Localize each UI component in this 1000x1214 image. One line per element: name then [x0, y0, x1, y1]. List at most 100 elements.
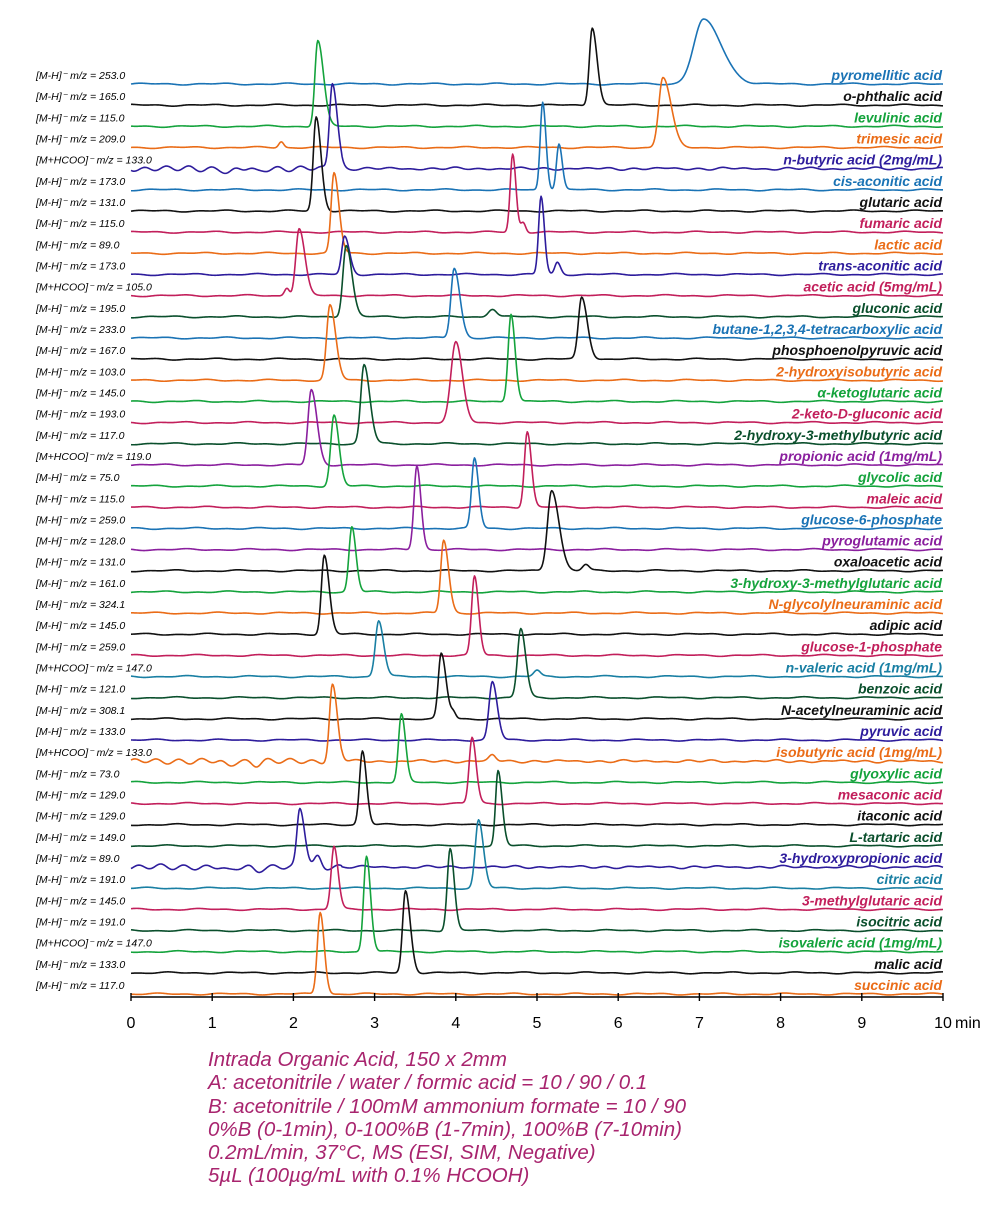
mz-label: [M-H]⁻ m/z = 121.0 — [35, 684, 125, 696]
x-tick-label: 1 — [208, 1015, 217, 1032]
chromatogram-trace — [130, 855, 944, 954]
x-tick-label: 9 — [857, 1015, 866, 1032]
mz-label: [M-H]⁻ m/z = 133.0 — [35, 959, 125, 971]
mz-label: [M+HCOO]⁻ m/z = 119.0 — [35, 451, 151, 463]
mz-label: [M-H]⁻ m/z = 117.0 — [35, 430, 125, 442]
mz-label: [M+HCOO]⁻ m/z = 133.0 — [35, 747, 152, 759]
compound-label: citric acid — [877, 871, 943, 887]
chromatogram-trace — [130, 431, 944, 510]
mz-label: [M-H]⁻ m/z = 195.0 — [35, 303, 125, 315]
compound-label: L-tartaric acid — [849, 829, 942, 845]
trace-group: [M-H]⁻ m/z = 73.0 glyoxylic acid — [35, 712, 944, 785]
condition-line-eluent-b: B: acetonitrile / 100mM ammonium formate… — [208, 1094, 686, 1118]
mz-label: [M+HCOO]⁻ m/z = 105.0 — [35, 282, 152, 294]
compound-label: n-valeric acid (1mg/mL) — [786, 660, 943, 676]
mz-label: [M-H]⁻ m/z = 75.0 — [35, 472, 120, 484]
chromatogram-trace — [130, 465, 944, 552]
trace-group: [M-H]⁻ m/z = 145.0 adipic acid — [35, 554, 944, 637]
compound-label: trimesic acid — [856, 130, 942, 146]
compound-label: gluconic acid — [852, 300, 943, 316]
compound-label: 2-hydroxyisobutyric acid — [775, 363, 942, 379]
x-axis-unit: min — [955, 1015, 981, 1032]
traces-layer: [M-H]⁻ m/z = 253.0 pyromellitic acid[M-H]… — [35, 18, 944, 996]
compound-label: malic acid — [874, 956, 942, 972]
chromatogram-trace — [130, 76, 944, 150]
mz-label: [M-H]⁻ m/z = 193.0 — [35, 409, 125, 421]
trace-group: [M-H]⁻ m/z = 195.0 gluconic acid — [35, 244, 944, 319]
mz-label: [M-H]⁻ m/z = 253.0 — [35, 70, 125, 82]
trace-group: [M+HCOO]⁻ m/z = 119.0 propionic acid (1mg… — [35, 388, 944, 467]
x-tick-label: 6 — [614, 1015, 623, 1032]
compound-label: glycolic acid — [857, 469, 942, 485]
chromatogram-trace — [130, 195, 944, 277]
trace-group: [M+HCOO]⁻ m/z = 133.0 n-butyric acid (2mg… — [35, 82, 944, 175]
trace-group: [M+HCOO]⁻ m/z = 147.0 n-valeric acid (1mg… — [35, 620, 944, 679]
mz-label: [M-H]⁻ m/z = 233.0 — [35, 324, 125, 336]
mz-label: [M-H]⁻ m/z = 209.0 — [35, 133, 125, 145]
chromatogram-trace — [130, 712, 944, 785]
mz-label: [M-H]⁻ m/z = 128.0 — [35, 536, 125, 548]
compound-label: glucose-6-phosphate — [800, 511, 942, 527]
mz-label: [M-H]⁻ m/z = 73.0 — [35, 768, 120, 780]
mz-label: [M-H]⁻ m/z = 129.0 — [35, 790, 125, 802]
trace-group: [M-H]⁻ m/z = 173.0 cis-aconitic acid — [35, 101, 944, 192]
mz-label: [M-H]⁻ m/z = 167.0 — [35, 345, 125, 357]
mz-label: [M-H]⁻ m/z = 259.0 — [35, 514, 125, 526]
chromatogram-trace — [130, 489, 944, 573]
compound-label: propionic acid (1mg/mL) — [778, 448, 942, 464]
chromatogram-trace — [130, 363, 944, 446]
mz-label: [M-H]⁻ m/z = 115.0 — [35, 218, 125, 230]
compound-label: mesaconic acid — [838, 787, 943, 803]
compound-label: levulinic acid — [854, 109, 942, 125]
mz-label: [M-H]⁻ m/z = 324.1 — [35, 599, 125, 611]
chromatogram-trace — [130, 388, 944, 467]
mz-label: [M-H]⁻ m/z = 161.0 — [35, 578, 125, 590]
compound-label: adipic acid — [870, 617, 943, 633]
trace-group: [M-H]⁻ m/z = 128.0 pyroglutamic acid — [35, 465, 944, 552]
compound-label: cis-aconitic acid — [833, 173, 942, 189]
chromatogram-trace — [130, 807, 944, 874]
compound-label: oxaloacetic acid — [834, 554, 943, 570]
mz-label: [M-H]⁻ m/z = 308.1 — [35, 705, 125, 717]
x-tick-label: 4 — [451, 1015, 460, 1032]
mz-label: [M+HCOO]⁻ m/z = 147.0 — [35, 938, 152, 950]
method-conditions: Intrada Organic Acid, 150 x 2mm A: aceto… — [208, 1048, 686, 1188]
compound-label: butane-1,2,3,4-tetracarboxylic acid — [712, 321, 942, 337]
mz-label: [M-H]⁻ m/z = 133.0 — [35, 726, 125, 738]
mz-label: [M-H]⁻ m/z = 131.0 — [35, 197, 125, 209]
trace-group: [M-H]⁻ m/z = 115.0 maleic acid — [35, 431, 944, 510]
chromatogram-trace — [130, 845, 944, 912]
trace-group: [M-H]⁻ m/z = 133.0 malic acid — [35, 890, 944, 975]
chromatogram-trace — [130, 620, 944, 679]
compound-label: α-ketoglutaric acid — [817, 384, 942, 400]
trace-group: [M-H]⁻ m/z = 121.0 benzoic acid — [35, 627, 944, 700]
chromatogram-trace — [130, 27, 944, 107]
chromatogram-trace — [130, 750, 944, 827]
mz-label: [M-H]⁻ m/z = 191.0 — [35, 917, 125, 929]
compound-label: 3-methylglutaric acid — [802, 892, 942, 908]
chromatogram-trace — [130, 818, 944, 890]
chromatogram-trace — [130, 82, 944, 175]
chromatogram-trace — [130, 911, 944, 996]
compound-label: lactic acid — [874, 236, 942, 252]
trace-group: [M-H]⁻ m/z = 117.0 2-hydroxy-3-methylbuty… — [35, 363, 944, 446]
condition-line-column: Intrada Organic Acid, 150 x 2mm — [208, 1048, 507, 1071]
trace-group: [M-H]⁻ m/z = 259.0 glucose-6-phosphate — [35, 457, 944, 531]
trace-group: [M-H]⁻ m/z = 233.0 butane-1,2,3,4-tetraca… — [35, 267, 944, 340]
trace-group: [M-H]⁻ m/z = 161.0 3-hydroxy-3-methylglut… — [35, 526, 944, 594]
mz-label: [M-H]⁻ m/z = 117.0 — [35, 980, 125, 992]
compound-label: isobutyric acid (1mg/mL) — [776, 744, 942, 760]
trace-group: [M-H]⁻ m/z = 131.0 glutaric acid — [35, 116, 944, 213]
mz-label: [M-H]⁻ m/z = 129.0 — [35, 811, 125, 823]
trace-group: [M-H]⁻ m/z = 117.0 succinic acid — [35, 911, 944, 996]
chromatogram-trace — [130, 680, 944, 742]
compound-label: N-acetylneuraminic acid — [781, 702, 943, 718]
compound-label: 2-keto-D-gluconic acid — [791, 406, 943, 422]
trace-group: [M+HCOO]⁻ m/z = 105.0 acetic acid (5mg/mL… — [35, 227, 944, 298]
mz-label: [M-H]⁻ m/z = 173.0 — [35, 176, 125, 188]
x-tick-label: 3 — [370, 1015, 379, 1032]
compound-label: glucose-1-phosphate — [800, 638, 942, 654]
mz-label: [M-H]⁻ m/z = 173.0 — [35, 260, 125, 272]
compound-label: acetic acid (5mg/mL) — [804, 279, 943, 295]
trace-group: [M-H]⁻ m/z = 191.0 isocitric acid — [35, 847, 944, 933]
